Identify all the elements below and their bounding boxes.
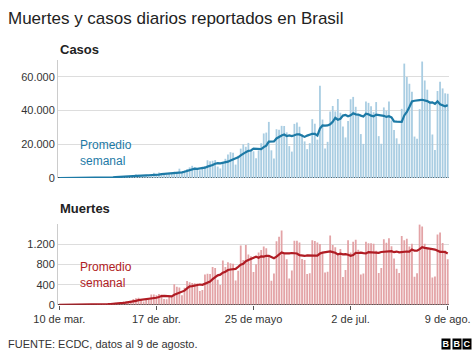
svg-text:25 de mayo: 25 de mayo [225, 313, 282, 325]
svg-text:2 de jul.: 2 de jul. [331, 313, 370, 325]
svg-text:10 de mar.: 10 de mar. [33, 313, 85, 325]
svg-text:B: B [454, 339, 461, 349]
svg-text:Promediosemanal: Promediosemanal [80, 138, 132, 168]
svg-text:9 de ago.: 9 de ago. [425, 313, 471, 325]
svg-text:0: 0 [49, 172, 55, 184]
svg-text:Muertes: Muertes [60, 201, 110, 216]
svg-text:0: 0 [49, 299, 55, 311]
svg-text:60.000: 60.000 [21, 71, 55, 83]
svg-text:C: C [464, 339, 471, 349]
svg-text:40.000: 40.000 [21, 104, 55, 116]
svg-text:Promediosemanal: Promediosemanal [80, 260, 132, 290]
svg-text:FUENTE: ECDC, datos al 9 de ag: FUENTE: ECDC, datos al 9 de agosto. [8, 338, 198, 350]
svg-text:17 de abr.: 17 de abr. [132, 313, 181, 325]
svg-text:Muertes y casos diarios report: Muertes y casos diarios reportados en Br… [8, 9, 343, 28]
svg-text:400: 400 [36, 279, 54, 291]
svg-text:1.200: 1.200 [27, 238, 55, 250]
svg-text:B: B [443, 339, 450, 349]
svg-text:20.000: 20.000 [21, 138, 55, 150]
svg-text:Casos: Casos [60, 42, 99, 57]
svg-text:800: 800 [36, 258, 54, 270]
